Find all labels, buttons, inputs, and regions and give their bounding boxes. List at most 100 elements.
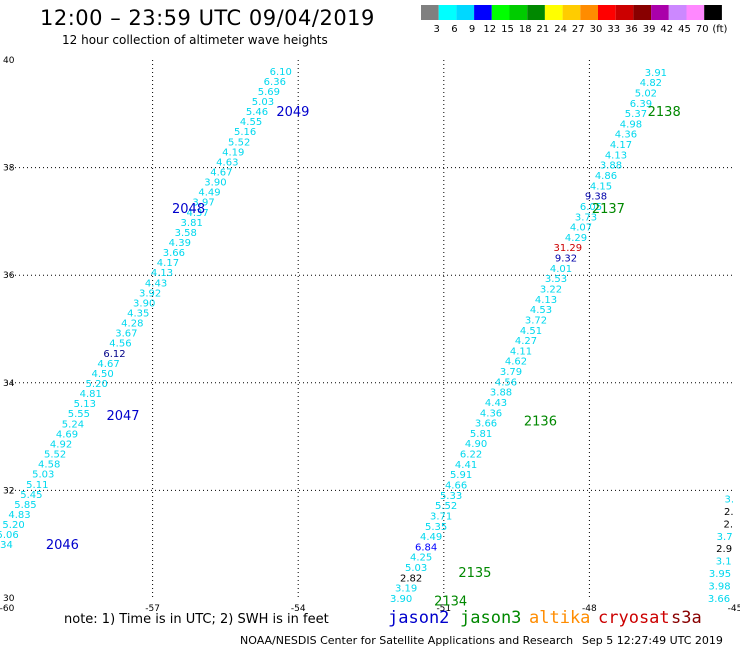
wave-height-value: 5.33 [440, 491, 462, 502]
wave-height-value: 3.1 [716, 557, 732, 568]
wave-height-value: 4.98 [620, 119, 642, 130]
wave-height-value: 3.67 [115, 329, 137, 340]
wave-height-value: 4.43 [145, 278, 167, 289]
wave-height-value: 4.28 [121, 319, 143, 330]
wave-height-value: 3.73 [575, 212, 597, 223]
wave-height-value: 5.69 [258, 87, 280, 98]
wave-height-value: 5.03 [252, 97, 274, 108]
wave-height-value: 3.90 [390, 594, 412, 605]
wave-height-value: 4.69 [56, 429, 78, 440]
wave-height-value: 3.88 [600, 161, 622, 172]
satellite-name-jason2: jason2 [388, 608, 450, 628]
pass-id-label: 2138 [648, 105, 681, 120]
legend-swatch [456, 5, 475, 20]
wave-height-value: 4.56 [495, 377, 517, 388]
legend-swatch [598, 5, 616, 20]
pass-id-label: 2134 [434, 595, 467, 610]
wave-height-value: 4.37 [186, 208, 208, 219]
wave-height-value: 4.27 [515, 336, 537, 347]
wave-height-value: 4.63 [216, 157, 238, 168]
legend-swatch [474, 5, 492, 20]
wave-height-value: 5.91 [450, 470, 472, 481]
wave-height-value: 5.13 [74, 399, 96, 410]
wave-height-value: 4.55 [240, 117, 262, 128]
legend-swatch [438, 5, 457, 20]
legend-label: 30 [590, 24, 603, 35]
wave-height-value: 4.41 [455, 460, 477, 471]
pass-id-label: 2135 [458, 566, 491, 581]
wave-height-value: 5.37 [625, 109, 647, 120]
legend-label: 42 [660, 24, 673, 35]
y-tick-label: 34 [3, 379, 15, 389]
legend-swatch [562, 5, 581, 20]
wave-height-value: 5.03 [32, 470, 54, 481]
wave-height-value: 4.29 [565, 233, 587, 244]
pass-id-label: 2049 [276, 105, 309, 120]
wave-height-value: 4.17 [610, 140, 632, 151]
legend-swatch [509, 5, 528, 20]
x-tick-label: -60 [0, 604, 15, 612]
footer-timestamp: Sep 5 12:27:49 UTC 2019 [582, 634, 723, 647]
wave-height-value: 3.53 [545, 274, 567, 285]
wave-height-value: 4.07 [570, 223, 592, 234]
wave-height-value: 4.81 [80, 389, 102, 400]
wave-height-value: 3.97 [192, 198, 214, 209]
wave-height-value: 4.50 [91, 369, 113, 380]
wave-height-value: 5.52 [44, 450, 66, 461]
y-tick-label: 30 [3, 594, 15, 604]
wave-height-value: 2.82 [400, 573, 422, 584]
y-tick-label: 40 [3, 56, 15, 66]
legend-swatch [544, 5, 563, 20]
wave-height-value: 31.29 [553, 243, 582, 254]
wave-height-value: 5.52 [435, 501, 457, 512]
satellite-name-cryosat: cryosat [598, 608, 670, 628]
legend-label: 3 [434, 24, 440, 35]
wave-height-value: 3.92 [139, 288, 161, 299]
wave-height-value: 4.66 [445, 481, 467, 492]
chart-subtitle: 12 hour collection of altimeter wave hei… [62, 33, 328, 47]
wave-height-value: 6.39 [630, 99, 652, 110]
x-tick-label: -51 [436, 604, 451, 612]
wave-height-value: 3.72 [525, 315, 547, 326]
legend-label: 70 [696, 24, 709, 35]
wave-height-value: 5.55 [68, 409, 90, 420]
wave-height-value: 4.83 [8, 510, 30, 521]
x-tick-label: -57 [145, 604, 160, 612]
wave-height-value: 3.66 [163, 248, 185, 259]
wave-height-value: 5.20 [86, 379, 108, 390]
wave-height-value: 4.13 [605, 150, 627, 161]
wave-height-value: 5.52 [228, 137, 250, 148]
wave-height-value: 4.19 [222, 147, 244, 158]
legend-label: 39 [643, 24, 656, 35]
wave-height-value: 5.16 [234, 127, 256, 138]
wave-height-value: 4.35 [127, 309, 149, 320]
wave-height-value: 4.51 [520, 326, 542, 337]
wave-height-value: 4.15 [590, 181, 612, 192]
wave-height-value: 6.12 [103, 349, 125, 360]
wave-height-value: 3.81 [181, 218, 203, 229]
legend-swatch [527, 5, 545, 20]
wave-height-value: 6.10 [270, 67, 292, 78]
wave-height-value: 4.25 [410, 553, 432, 564]
legend-label: (ft) [712, 24, 727, 35]
wave-height-value: 3.58 [175, 228, 197, 239]
wave-height-value: 2.9 [716, 544, 732, 555]
wave-height-value: 4.34 [0, 540, 13, 551]
wave-height-value: 4.90 [465, 439, 487, 450]
satellite-name-s3a: s3a [671, 608, 702, 628]
wave-height-value: 4.62 [505, 357, 527, 368]
color-scale-legend: 3 6 9 12 15 18 21 24 27 30 33 36 39 42 45 70 (ft) [421, 5, 728, 35]
plot-area: -60-57-54-51-48-453032343638404.345.065.… [0, 56, 740, 612]
wave-height-value: 3.95 [709, 569, 731, 580]
note-text: note: 1) Time is in UTC; 2) SWH is in fe… [64, 612, 329, 627]
x-tick-label: -54 [291, 604, 306, 612]
wave-height-value: 4.36 [615, 130, 637, 141]
wave-height-value: 4.49 [420, 532, 442, 543]
wave-height-value: 3.22 [540, 284, 562, 295]
wave-height-value: 6.22 [460, 450, 482, 461]
wave-height-value: 9.32 [555, 254, 577, 265]
wave-height-value: 9.38 [585, 192, 607, 203]
wave-height-value: 3.91 [645, 68, 667, 79]
legend-label: 21 [537, 24, 550, 35]
wave-height-value: 3.19 [395, 584, 417, 595]
